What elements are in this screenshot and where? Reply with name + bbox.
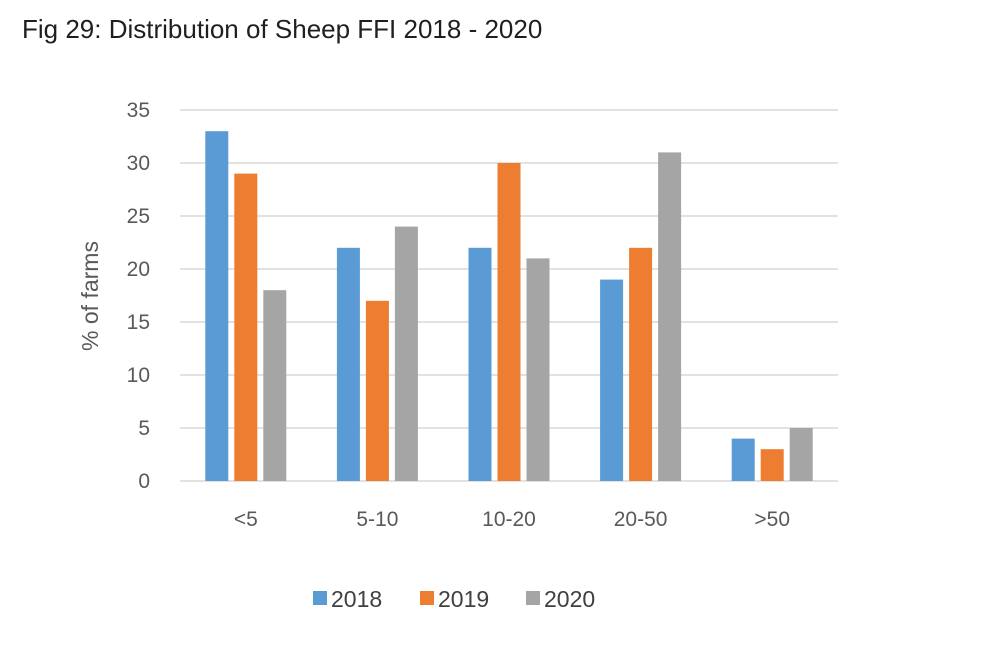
y-tick-label: 0: [138, 470, 150, 493]
bar-2018-0: [205, 131, 229, 481]
legend-label-2019: 2019: [438, 586, 489, 612]
chart-title: Fig 29: Distribution of Sheep FFI 2018 -…: [22, 14, 543, 44]
bar-2019-0: [234, 173, 258, 481]
bar-2019-4: [760, 449, 784, 481]
y-tick-label: 10: [127, 364, 150, 387]
x-axis: <5 5-10 10-20 20-50 >50: [234, 508, 790, 531]
bar-2020-0: [263, 290, 287, 481]
legend-swatch-2018: [313, 591, 327, 605]
y-tick-label: 25: [127, 205, 150, 228]
y-tick-label: 5: [138, 417, 150, 440]
x-tick-label: 10-20: [482, 508, 536, 531]
legend-label-2020: 2020: [544, 586, 595, 612]
legend-swatch-2019: [420, 591, 434, 605]
bar-2019-1: [365, 300, 389, 481]
x-tick-label: 5-10: [356, 508, 398, 531]
legend: 2018 2019 2020: [313, 586, 595, 612]
bar-2018-3: [600, 279, 624, 481]
bar-2018-1: [336, 247, 360, 481]
x-tick-label: <5: [234, 508, 258, 531]
bar-2020-2: [526, 258, 550, 481]
x-tick-label: 20-50: [614, 508, 668, 531]
bar-2019-3: [629, 247, 653, 481]
bar-2020-4: [789, 428, 813, 481]
bar-2018-4: [731, 438, 755, 481]
legend-swatch-2020: [526, 591, 540, 605]
y-axis-title: % of farms: [77, 241, 103, 351]
legend-label-2018: 2018: [331, 586, 382, 612]
y-tick-label: 20: [127, 258, 150, 281]
y-tick-label: 15: [127, 311, 150, 334]
y-tick-label: 35: [127, 99, 150, 122]
bars: [205, 131, 813, 481]
bar-2018-2: [468, 247, 492, 481]
y-tick-label: 30: [127, 152, 150, 175]
bar-2020-1: [394, 226, 418, 481]
bar-2019-2: [497, 163, 521, 481]
x-tick-label: >50: [754, 508, 790, 531]
y-axis: 0 5 10 15 20 25 30 35: [127, 99, 150, 493]
bar-2020-3: [658, 152, 682, 481]
